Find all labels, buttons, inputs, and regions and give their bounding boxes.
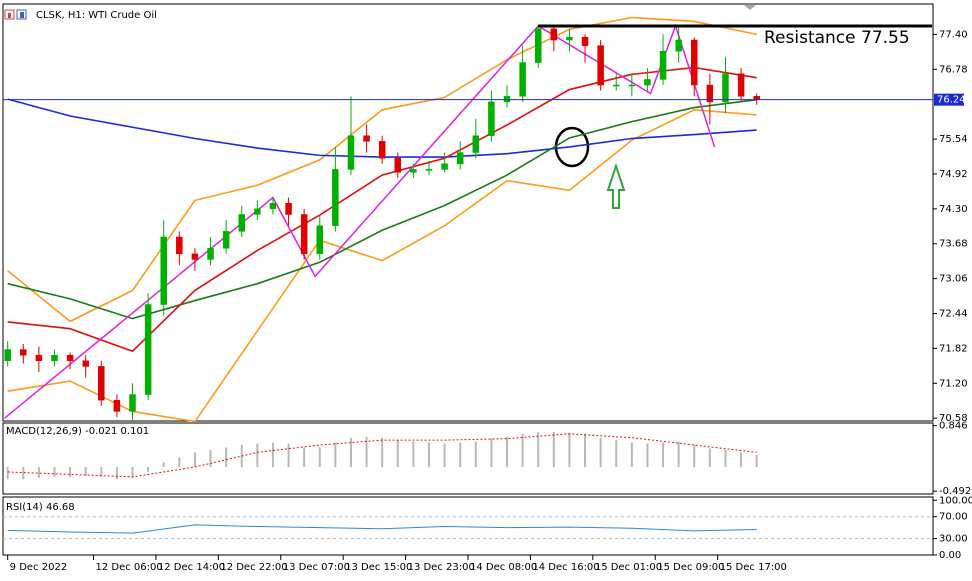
y-tick-label: 75.54 xyxy=(939,134,968,145)
y-tick-label: 30.00 xyxy=(939,534,968,545)
y-tick-label: 73.68 xyxy=(939,239,968,250)
candle-body xyxy=(659,51,667,80)
y-tick-label: -0.492 xyxy=(939,486,971,497)
candle-body xyxy=(20,349,27,356)
candle-body xyxy=(410,169,417,173)
panel-title: MACD(12,26,9) -0.021 0.101 xyxy=(6,426,149,437)
candle-body xyxy=(4,349,11,362)
candle-body xyxy=(503,96,511,103)
candle-body xyxy=(269,202,277,210)
y-tick-label: 0.00 xyxy=(939,550,961,561)
candle-body xyxy=(144,304,152,395)
candle-body xyxy=(222,231,230,249)
candle-body xyxy=(488,101,495,136)
x-tick-label: 12 Dec 22:00 xyxy=(220,562,287,573)
candle-body xyxy=(51,354,58,362)
panel-title: RSI(14) 46.68 xyxy=(6,502,75,513)
candle-body xyxy=(612,84,620,87)
candle-body xyxy=(675,39,682,52)
candle-body xyxy=(519,62,526,97)
chart-header: CLSK, H1: WTI Crude Oil xyxy=(36,10,157,21)
x-tick-label: 14 Dec 08:00 xyxy=(470,562,537,573)
candle-body xyxy=(753,96,760,100)
panel-frame xyxy=(2,3,934,422)
candle-body xyxy=(238,214,245,232)
x-tick-label: 14 Dec 16:00 xyxy=(532,562,599,573)
x-tick-label: 15 Dec 17:00 xyxy=(720,562,787,573)
y-tick-label: 71.82 xyxy=(939,343,968,354)
candle-body xyxy=(98,366,105,401)
signal-line xyxy=(7,433,757,478)
up-arrow xyxy=(606,162,626,209)
y-tick-label: 100.00 xyxy=(939,495,972,506)
y-tick-label: 73.06 xyxy=(939,274,968,285)
candle-body xyxy=(363,135,370,142)
x-tick-label: 15 Dec 09:00 xyxy=(657,562,724,573)
y-tick-label: 70.00 xyxy=(939,512,968,523)
y-tick-label: 70.58 xyxy=(939,413,968,424)
last-price-box xyxy=(934,93,964,106)
candle-body xyxy=(628,84,636,87)
x-tick-label: 13 Dec 15:00 xyxy=(345,562,412,573)
panel-frame xyxy=(2,496,934,556)
candle-body xyxy=(176,236,183,255)
candle-body xyxy=(66,354,74,362)
candle-body xyxy=(207,247,214,260)
x-tick-label: 12 Dec 06:00 xyxy=(96,562,163,573)
y-tick-label: 76.78 xyxy=(939,64,968,75)
candle-body xyxy=(300,214,308,255)
y-tick-label: 72.44 xyxy=(939,309,968,320)
candle-body xyxy=(581,36,589,46)
candle-body xyxy=(566,36,573,41)
candle-body xyxy=(191,253,199,260)
candle-body xyxy=(394,157,402,173)
candle-body xyxy=(129,394,136,412)
y-tick-label: 74.30 xyxy=(939,204,968,215)
annotation: Resistance 77.55 xyxy=(764,28,910,48)
candle-body xyxy=(706,84,714,103)
candle-body xyxy=(378,141,386,159)
y-tick-label: 74.92 xyxy=(939,169,968,180)
candle-body xyxy=(347,135,355,170)
panel-frame xyxy=(2,422,934,495)
candle-body xyxy=(254,208,261,215)
x-tick-label: 13 Dec 07:00 xyxy=(283,562,350,573)
candle-body xyxy=(316,225,324,255)
candle-body xyxy=(534,28,542,63)
candle-body xyxy=(332,169,339,226)
candle-body xyxy=(35,354,43,362)
candle-body xyxy=(82,360,89,367)
last-price-label: 76.24 xyxy=(937,95,966,106)
indicator-line xyxy=(7,16,757,323)
candle-body xyxy=(691,39,698,86)
candle-body xyxy=(644,79,651,86)
candle-body xyxy=(737,73,745,97)
y-tick-label: 77.40 xyxy=(939,29,968,40)
x-tick-label: 9 Dec 2022 xyxy=(10,562,68,573)
candle-body xyxy=(285,202,292,215)
toolbar-icons xyxy=(4,9,27,20)
candle-body xyxy=(472,135,480,153)
candle-body xyxy=(113,399,121,412)
candle-body xyxy=(425,169,433,171)
candle-body xyxy=(722,73,729,103)
candle-body xyxy=(441,163,448,170)
indicator-line xyxy=(7,98,757,320)
y-tick-label: 0.846 xyxy=(939,421,968,432)
candle-body xyxy=(550,28,558,41)
x-tick-label: 12 Dec 14:00 xyxy=(158,562,225,573)
marker xyxy=(744,5,756,10)
candle-body xyxy=(160,236,167,305)
rsi-line xyxy=(7,524,757,534)
y-tick-label: 71.20 xyxy=(939,378,968,389)
candle-body xyxy=(456,152,464,165)
highlight-circle xyxy=(554,126,590,168)
x-tick-label: 13 Dec 23:00 xyxy=(408,562,475,573)
x-tick-label: 15 Dec 01:00 xyxy=(595,562,662,573)
candle-body xyxy=(597,45,604,86)
